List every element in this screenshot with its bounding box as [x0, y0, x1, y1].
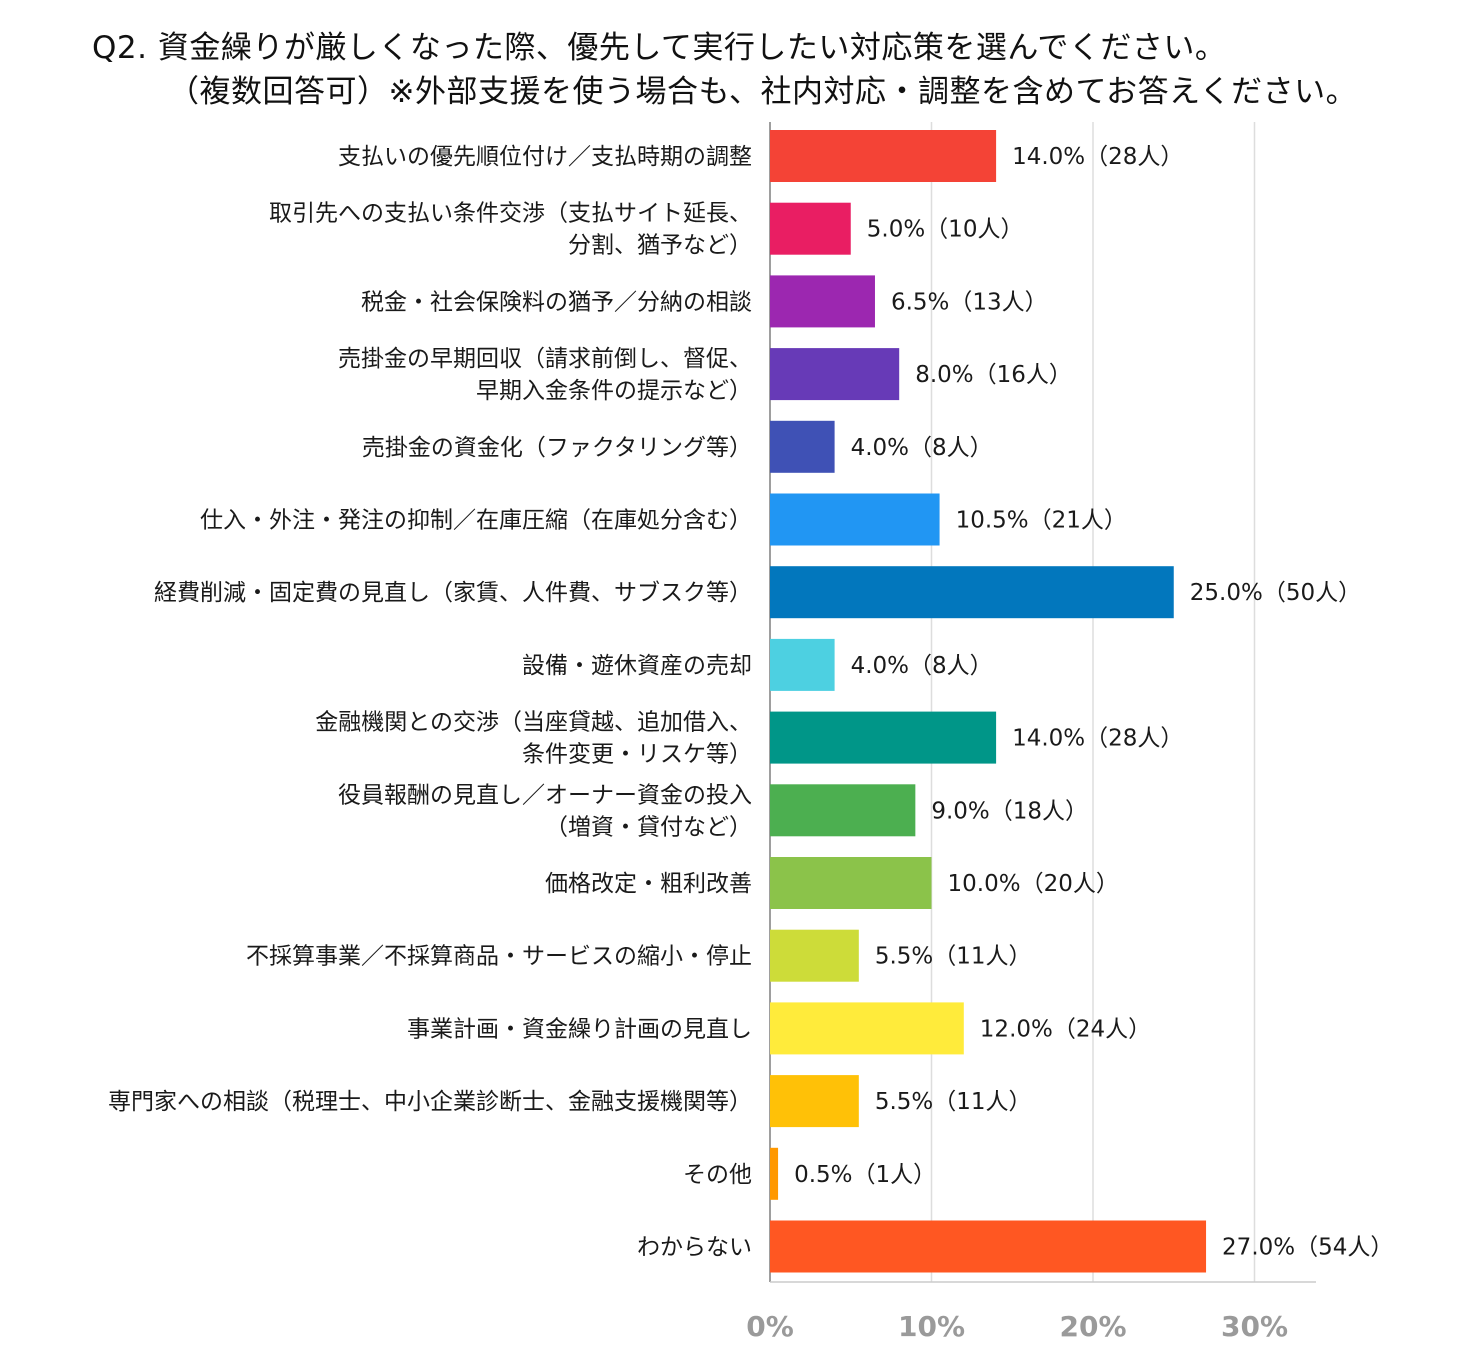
category-label: 設備・遊休資産の売却 — [522, 653, 752, 679]
data-label: 5.0%（10人） — [867, 217, 1024, 243]
category-label: 専門家への相談（税理士、中小企業診断士、金融支援機関等） — [108, 1089, 752, 1115]
chart-subtitle: （複数回答可）※外部支援を使う場合も、社内対応・調整を含めてお答えください。 — [168, 74, 1358, 110]
bar — [770, 202, 851, 255]
bar — [770, 929, 859, 982]
bar — [770, 130, 997, 182]
bar — [770, 638, 835, 691]
data-label: 8.0%（16人） — [915, 362, 1072, 388]
category-labels: 支払いの優先順位付け／支払時期の調整取引先への支払い条件交渉（支払サイト延長、分… — [108, 144, 752, 1261]
data-label: 5.5%（11人） — [875, 944, 1032, 970]
bar — [770, 566, 1174, 619]
category-label: 不採算事業／不採算商品・サービスの縮小・停止 — [246, 944, 752, 970]
data-label: 4.0%（8人） — [851, 435, 993, 461]
category-label: わからない — [637, 1235, 752, 1261]
data-label: 25.0%（50人） — [1190, 580, 1361, 606]
x-tick-label: 10% — [898, 1310, 965, 1343]
category-label: 売掛金の早期回収（請求前倒し、督促、早期入金条件の提示など） — [338, 346, 752, 404]
data-label: 27.0%（54人） — [1222, 1235, 1393, 1261]
data-label: 4.0%（8人） — [851, 653, 993, 679]
category-label: 金融機関との交渉（当座貸越、追加借入、条件変更・リスケ等） — [315, 710, 752, 768]
category-label: 役員報酬の見直し／オーナー資金の投入（増資・貸付など） — [338, 782, 752, 840]
data-label: 0.5%（1人） — [794, 1162, 936, 1188]
bar — [770, 711, 997, 764]
data-label: 6.5%（13人） — [891, 289, 1048, 315]
value-labels: 14.0%（28人） 5.0%（10人） 6.5%（13人） 8.0%（16人） 4.0… — [794, 144, 1393, 1261]
data-label: 5.5%（11人） — [875, 1089, 1032, 1115]
chart-title: Q2. 資金繰りが厳しくなった際、優先して実行したい対応策を選んでください。 — [92, 30, 1227, 66]
bar — [770, 857, 932, 909]
x-axis: 0% 10% 20% 30% — [746, 1281, 1316, 1343]
bar — [770, 493, 940, 546]
bar — [770, 1147, 779, 1200]
bar — [770, 275, 875, 328]
bar — [770, 1220, 1207, 1273]
x-tick-label: 0% — [746, 1310, 794, 1343]
category-label: 経費削減・固定費の見直し（家賃、人件費、サブスク等） — [154, 580, 752, 606]
category-label: 支払いの優先順位付け／支払時期の調整 — [338, 144, 752, 170]
data-label: 9.0%（18人） — [931, 798, 1088, 824]
data-label: 12.0%（24人） — [980, 1016, 1151, 1042]
bar — [770, 348, 900, 401]
x-tick-label: 20% — [1059, 1310, 1126, 1343]
bar — [770, 784, 916, 837]
bars — [770, 130, 1207, 1273]
category-label: 事業計画・資金繰り計画の見直し — [407, 1016, 752, 1042]
bar — [770, 420, 835, 473]
category-label: 取引先への支払い条件交渉（支払サイト延長、分割、猶予など） — [269, 201, 752, 259]
category-label: 売掛金の資金化（ファクタリング等） — [362, 435, 752, 461]
x-tick-label: 30% — [1221, 1310, 1288, 1343]
bar — [770, 1075, 859, 1128]
category-label: 税金・社会保険料の猶予／分納の相談 — [361, 289, 752, 315]
category-label: 価格改定・粗利改善 — [545, 871, 752, 897]
category-label: その他 — [683, 1162, 752, 1188]
category-label: 仕入・外注・発注の抑制／在庫圧縮（在庫処分含む） — [200, 508, 752, 534]
data-label: 14.0%（28人） — [1012, 726, 1183, 752]
data-label: 10.5%（21人） — [956, 508, 1127, 534]
data-label: 14.0%（28人） — [1012, 144, 1183, 170]
data-label: 10.0%（20人） — [948, 871, 1119, 897]
bar — [770, 1002, 964, 1055]
